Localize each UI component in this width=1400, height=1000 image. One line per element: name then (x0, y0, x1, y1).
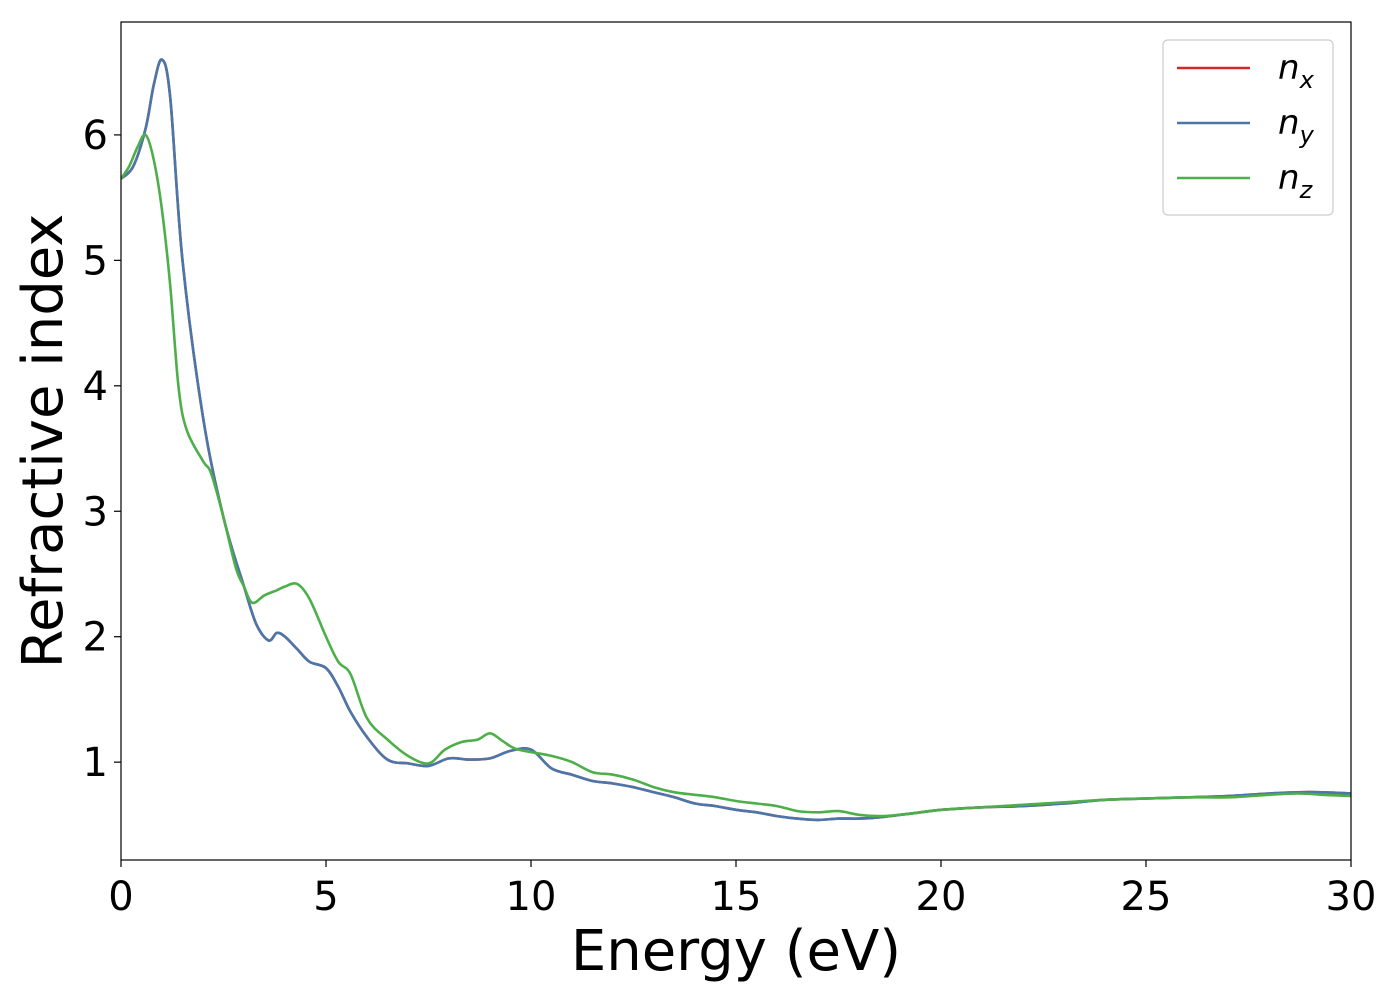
x-tick-label: 20 (916, 874, 967, 920)
x-axis-title: Energy (eV) (571, 919, 901, 984)
x-tick-label: 0 (108, 874, 133, 920)
y-axis-ticks: 1 2 3 4 5 6 (83, 113, 121, 786)
x-tick-label: 10 (506, 874, 557, 920)
x-tick-label: 25 (1121, 874, 1172, 920)
y-tick-label: 4 (83, 364, 108, 410)
series-line-z (121, 133, 1351, 818)
legend-subscript: x (1299, 66, 1315, 94)
x-tick-label: 5 (313, 874, 338, 920)
y-axis-title: Refractive index (11, 214, 76, 669)
y-tick-label: 6 (83, 113, 108, 159)
x-tick-label: 15 (711, 874, 762, 920)
plot-lines (121, 58, 1351, 822)
y-tick-label: 5 (83, 238, 108, 284)
y-tick-label: 3 (83, 489, 108, 535)
x-axis-ticks: 0 5 10 15 20 25 30 (108, 860, 1376, 920)
y-tick-label: 1 (83, 740, 108, 786)
legend-subscript: y (1299, 121, 1315, 149)
x-tick-label: 30 (1326, 874, 1377, 920)
legend-box (1162, 39, 1334, 216)
y-tick-label: 2 (83, 615, 108, 661)
legend-subscript: z (1299, 176, 1314, 204)
